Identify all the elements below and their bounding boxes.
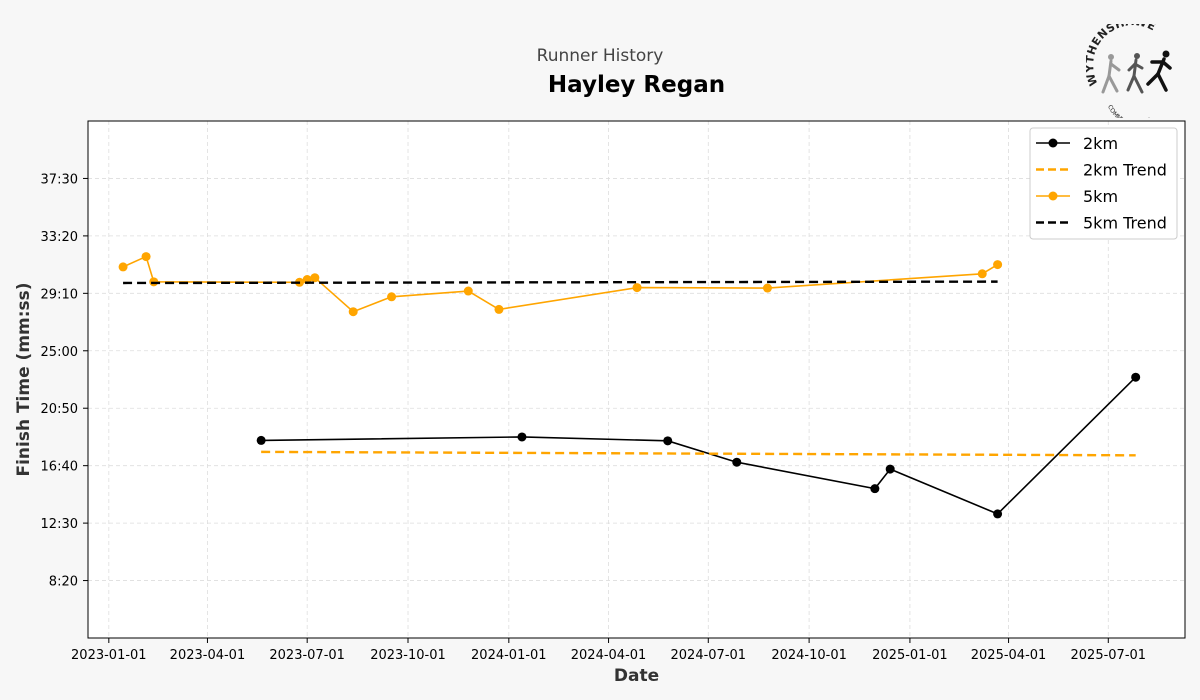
legend-label: 5km <box>1083 187 1118 206</box>
data-point <box>310 273 320 283</box>
data-point <box>256 435 266 445</box>
runner-figure-2 <box>1126 53 1144 94</box>
club-logo: WYTHENSHAWE COMMUNITY RUN <box>1086 24 1172 118</box>
legend-swatch-marker <box>1048 191 1058 201</box>
y-tick-label: 12:30 <box>41 517 78 532</box>
plot-area <box>88 121 1185 638</box>
data-point <box>463 286 473 296</box>
x-tick-label: 2023-04-01 <box>170 648 246 663</box>
x-tick-label: 2024-04-01 <box>571 648 647 663</box>
series-line <box>122 255 999 313</box>
x-tick-label: 2025-04-01 <box>971 648 1047 663</box>
y-tick-label: 20:50 <box>41 402 78 417</box>
series-line <box>261 376 1137 515</box>
x-tick-label: 2025-01-01 <box>872 648 948 663</box>
data-point <box>387 292 397 302</box>
y-tick-label: 37:30 <box>41 172 78 187</box>
data-point <box>885 464 895 474</box>
data-point <box>517 432 527 442</box>
legend-label: 2km Trend <box>1083 161 1167 180</box>
y-tick-label: 33:20 <box>41 230 78 245</box>
y-axis-label: Finish Time (mm:ss) <box>14 282 34 476</box>
data-point <box>663 436 673 446</box>
y-tick-label: 16:40 <box>41 460 78 475</box>
data-point <box>118 262 128 272</box>
y-tick-label: 25:00 <box>41 345 78 360</box>
data-point <box>141 252 151 262</box>
x-tick-label: 2025-07-01 <box>1071 648 1147 663</box>
runner-figure-1 <box>1101 54 1121 94</box>
x-tick-label: 2024-07-01 <box>671 648 747 663</box>
data-point <box>762 283 772 293</box>
chart-title: Hayley Regan <box>547 72 726 98</box>
data-point <box>348 307 358 317</box>
chart-subtitle: Runner History <box>536 46 664 66</box>
data-point <box>732 457 742 467</box>
x-tick-label: 2023-07-01 <box>269 648 345 663</box>
legend-label: 5km Trend <box>1083 214 1167 233</box>
data-point <box>494 304 504 314</box>
legend-box <box>1029 127 1178 240</box>
data-point <box>1131 372 1141 382</box>
runner-figure-3 <box>1146 50 1172 92</box>
x-tick-label: 2023-01-01 <box>71 648 147 663</box>
y-tick-label: 8:20 <box>49 575 78 590</box>
x-tick-label: 2024-10-01 <box>771 648 847 663</box>
series-2km <box>256 372 1141 519</box>
data-point <box>993 509 1003 519</box>
series-line <box>123 280 998 285</box>
data-point <box>993 260 1003 270</box>
series-5km-trend <box>123 280 998 285</box>
plot-frame <box>87 120 1186 639</box>
legend-label: 2km <box>1083 134 1118 153</box>
data-point <box>977 269 987 279</box>
series-2km-trend <box>261 450 1136 457</box>
data-point <box>632 283 642 293</box>
x-tick-label: 2024-01-01 <box>471 648 547 663</box>
data-point <box>870 484 880 494</box>
legend-swatch-marker <box>1048 138 1058 148</box>
series-line <box>261 450 1136 457</box>
legend: 2km 2km Trend 5km 5km Trend <box>1029 127 1178 240</box>
series-5km <box>118 252 1003 317</box>
x-axis-label: Date <box>614 666 659 686</box>
y-tick-label: 29:10 <box>41 287 78 302</box>
x-tick-label: 2023-10-01 <box>370 648 446 663</box>
